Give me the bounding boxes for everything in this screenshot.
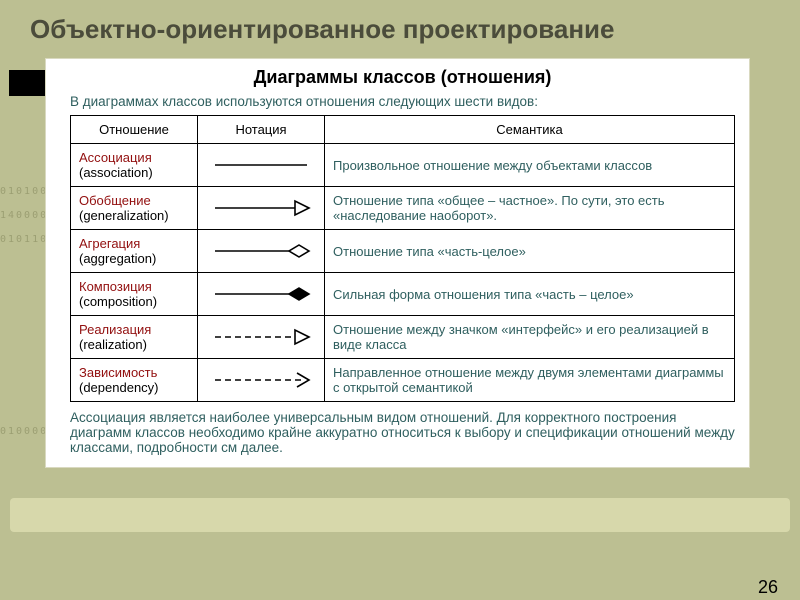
table-row: Реализация(realization) Отношение между з… xyxy=(71,316,735,359)
table-row: Обобщение(generalization) Отношение типа … xyxy=(71,187,735,230)
relation-name-en: (association) xyxy=(79,165,189,180)
black-tab-decoration xyxy=(9,70,45,96)
semantics-cell: Отношение между значком «интерфейс» и ег… xyxy=(325,316,735,359)
relation-name-en: (composition) xyxy=(79,294,189,309)
semantics-cell: Направленное отношение между двумя элеме… xyxy=(325,359,735,402)
relation-name-en: (generalization) xyxy=(79,208,189,223)
table-row: Ассоциация(association) Произвольное отно… xyxy=(71,144,735,187)
header-semantics: Семантика xyxy=(325,116,735,144)
relation-name-ru: Зависимость xyxy=(79,365,189,380)
association-icon xyxy=(206,156,316,174)
generalization-icon xyxy=(206,199,316,217)
semantics-cell: Сильная форма отношения типа «часть – це… xyxy=(325,273,735,316)
semantics-text: Отношение типа «общее – частное». По сут… xyxy=(333,193,665,223)
semantics-cell: Отношение типа «общее – частное». По сут… xyxy=(325,187,735,230)
background-highlight xyxy=(10,498,790,532)
dependency-icon xyxy=(206,371,316,389)
relation-name-cell: Композиция(composition) xyxy=(71,273,198,316)
outro-text: Ассоциация является наиболее универсальн… xyxy=(70,410,735,455)
relation-name-cell: Обобщение(generalization) xyxy=(71,187,198,230)
header-relation: Отношение xyxy=(71,116,198,144)
notation-cell xyxy=(198,144,325,187)
notation-cell xyxy=(198,359,325,402)
relation-name-ru: Агрегация xyxy=(79,236,189,251)
slide-title: Объектно-ориентированное проектирование xyxy=(0,0,800,51)
relation-name-cell: Зависимость(dependency) xyxy=(71,359,198,402)
notation-cell xyxy=(198,230,325,273)
semantics-text: Направленное отношение между двумя элеме… xyxy=(333,365,724,395)
semantics-cell: Произвольное отношение между объектами к… xyxy=(325,144,735,187)
intro-text: В диаграммах классов используются отноше… xyxy=(70,94,735,109)
semantics-text: Отношение между значком «интерфейс» и ег… xyxy=(333,322,709,352)
composition-icon xyxy=(206,285,316,303)
header-notation: Нотация xyxy=(198,116,325,144)
table-header-row: Отношение Нотация Семантика xyxy=(71,116,735,144)
notation-cell xyxy=(198,187,325,230)
section-title: Диаграммы классов (отношения) xyxy=(70,67,735,88)
realization-icon xyxy=(206,328,316,346)
relation-name-cell: Реализация(realization) xyxy=(71,316,198,359)
page-number: 26 xyxy=(758,577,778,598)
relation-name-cell: Агрегация(aggregation) xyxy=(71,230,198,273)
aggregation-icon xyxy=(206,242,316,260)
semantics-cell: Отношение типа «часть-целое» xyxy=(325,230,735,273)
relation-name-ru: Композиция xyxy=(79,279,189,294)
notation-cell xyxy=(198,316,325,359)
relation-name-en: (realization) xyxy=(79,337,189,352)
relation-name-en: (aggregation) xyxy=(79,251,189,266)
relation-name-en: (dependency) xyxy=(79,380,189,395)
semantics-text: Произвольное отношение между объектами к… xyxy=(333,158,652,173)
relation-name-ru: Ассоциация xyxy=(79,150,189,165)
notation-cell xyxy=(198,273,325,316)
semantics-text: Отношение типа «часть-целое» xyxy=(333,244,526,259)
table-row: Зависимость(dependency) Направленное отно… xyxy=(71,359,735,402)
table-row: Агрегация(aggregation) Отношение типа «ча… xyxy=(71,230,735,273)
relation-name-ru: Реализация xyxy=(79,322,189,337)
table-row: Композиция(composition) Сильная форма отн… xyxy=(71,273,735,316)
relation-name-cell: Ассоциация(association) xyxy=(71,144,198,187)
relations-table: Отношение Нотация Семантика Ассоциация(a… xyxy=(70,115,735,402)
relation-name-ru: Обобщение xyxy=(79,193,189,208)
semantics-text: Сильная форма отношения типа «часть – це… xyxy=(333,287,634,302)
content-panel: Диаграммы классов (отношения) В диаграмм… xyxy=(45,58,750,468)
